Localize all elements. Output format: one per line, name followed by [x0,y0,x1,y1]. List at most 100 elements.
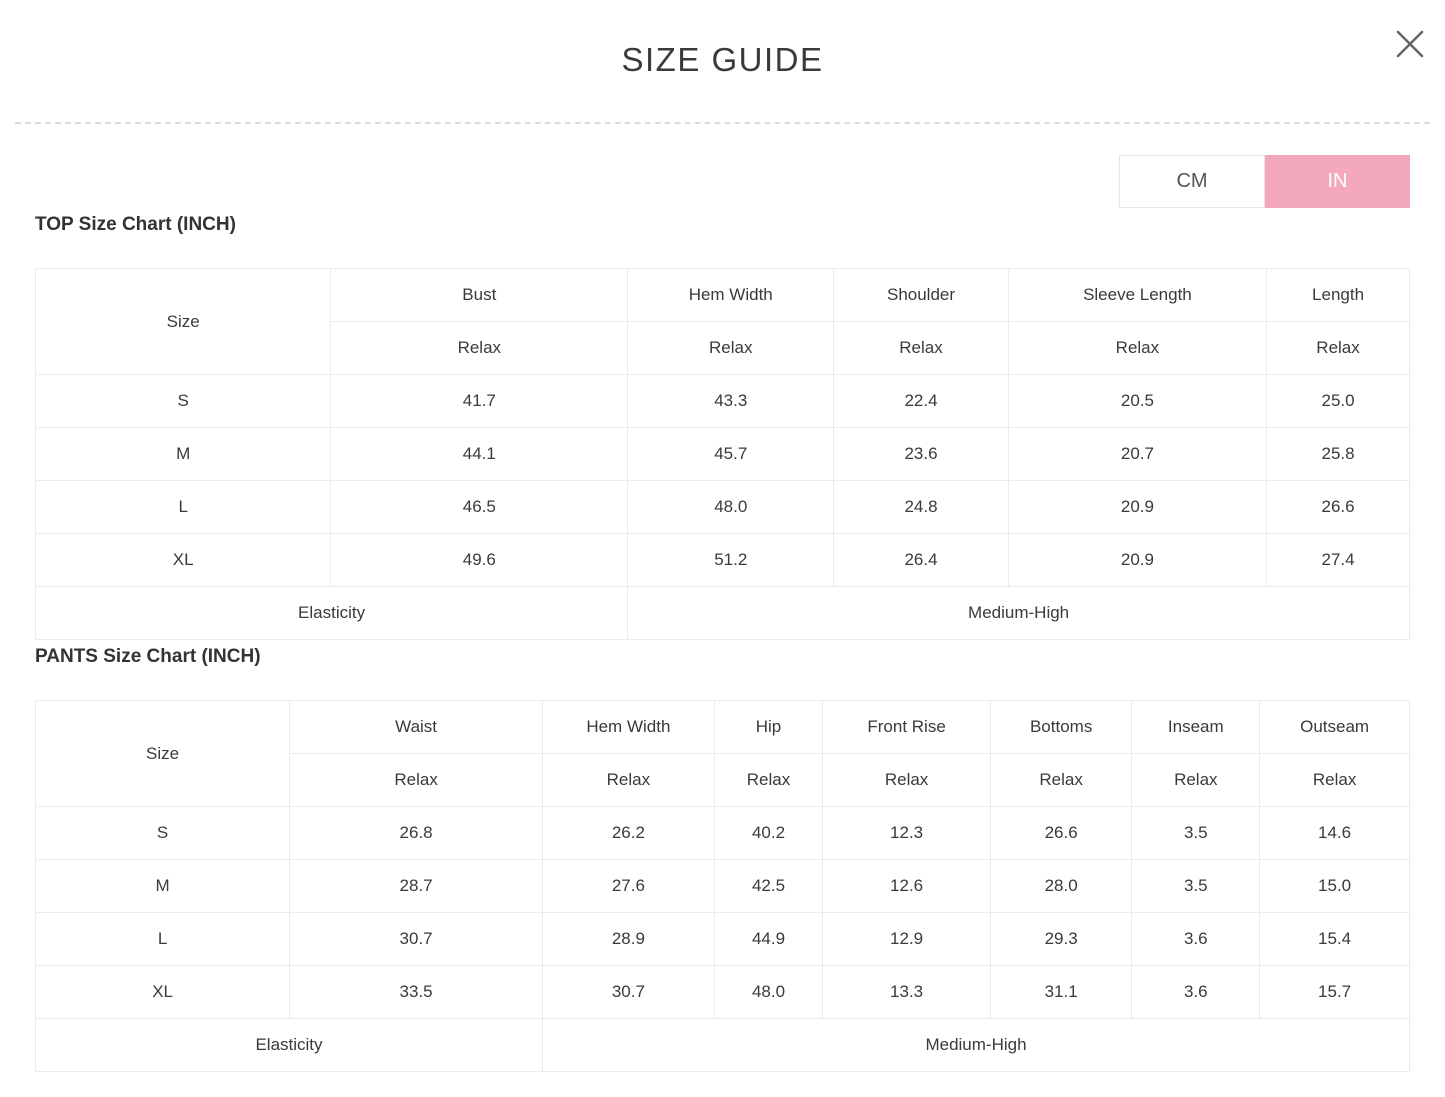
fit-subheader: Relax [627,321,835,375]
measurement-value-cell: 28.0 [989,859,1133,913]
table-row: L 30.7 28.9 44.9 12.9 29.3 3.6 15.4 [34,912,1410,966]
measurement-value-cell: 29.3 [989,912,1133,966]
table-row: M 44.1 45.7 23.6 20.7 25.8 [34,427,1410,481]
elasticity-label-cell: Elasticity [35,1018,543,1072]
measurement-value-cell: 15.0 [1259,859,1410,913]
size-label-cell: S [34,806,291,860]
measurement-value-cell: 3.6 [1131,965,1261,1019]
size-column-header: Size [34,700,291,807]
unit-toggle: CM IN [1119,155,1410,208]
modal-content: CM IN TOP Size Chart (INCH) Size Bust Hem … [0,155,1445,1072]
size-label-cell: XL [34,965,291,1019]
measurement-column-header: Length [1266,268,1410,322]
close-button[interactable] [1391,25,1429,63]
size-label-cell: XL [34,533,332,587]
size-label-cell: L [34,912,291,966]
measurement-column-header: Inseam [1131,700,1261,754]
measurement-column-header: Shoulder [833,268,1009,322]
measurement-value-cell: 25.8 [1266,427,1410,481]
fit-subheader: Relax [1259,753,1410,807]
elasticity-label-cell: Elasticity [34,586,629,640]
measurement-value-cell: 12.6 [822,859,991,913]
table-row: M 28.7 27.6 42.5 12.6 28.0 3.5 15.0 [34,859,1410,913]
measurement-value-cell: 40.2 [713,806,824,860]
measurement-value-cell: 30.7 [542,965,715,1019]
measurement-value-cell: 12.9 [822,912,991,966]
measurement-value-cell: 26.6 [989,806,1133,860]
unit-toggle-cm-button[interactable]: CM [1119,155,1265,208]
measurement-value-cell: 45.7 [627,427,835,481]
measurement-value-cell: 27.6 [542,859,715,913]
measurement-value-cell: 31.1 [989,965,1133,1019]
table-row: XL 49.6 51.2 26.4 20.9 27.4 [34,533,1410,587]
fit-subheader: Relax [330,321,629,375]
size-column-header: Size [34,268,332,375]
measurement-value-cell: 44.1 [330,427,629,481]
measurement-value-cell: 48.0 [713,965,824,1019]
measurement-value-cell: 46.5 [330,480,629,534]
measurement-value-cell: 3.6 [1131,912,1261,966]
measurement-value-cell: 49.6 [330,533,629,587]
measurement-value-cell: 15.4 [1259,912,1410,966]
pants-size-chart-table: Size Waist Hem Width Hip Front Rise Bottoms In… [34,700,1410,1072]
fit-subheader: Relax [1131,753,1261,807]
measurement-value-cell: 3.5 [1131,859,1261,913]
measurement-value-cell: 12.3 [822,806,991,860]
measurement-value-cell: 43.3 [627,374,835,428]
top-size-chart-table: Size Bust Hem Width Shoulder Sleeve Length Le… [34,268,1410,640]
measurement-value-cell: 20.5 [1007,374,1268,428]
measurement-value-cell: 33.5 [289,965,543,1019]
measurement-value-cell: 14.6 [1259,806,1410,860]
measurement-value-cell: 23.6 [833,427,1009,481]
measurement-value-cell: 51.2 [627,533,835,587]
fit-subheader: Relax [289,753,543,807]
measurement-value-cell: 20.9 [1007,533,1268,587]
fit-subheader: Relax [713,753,824,807]
measurement-value-cell: 26.6 [1266,480,1410,534]
measurement-value-cell: 28.7 [289,859,543,913]
measurement-value-cell: 13.3 [822,965,991,1019]
size-label-cell: L [34,480,332,534]
top-size-chart-heading: TOP Size Chart (INCH) [35,214,236,235]
modal-header: SIZE GUIDE [0,0,1445,78]
fit-subheader: Relax [542,753,715,807]
measurement-column-header: Hip [713,700,824,754]
page-title: SIZE GUIDE [621,41,824,78]
fit-subheader: Relax [1266,321,1410,375]
measurement-column-header: Outseam [1259,700,1410,754]
fit-subheader: Relax [989,753,1133,807]
pants-size-chart-heading: PANTS Size Chart (INCH) [35,646,261,667]
measurement-value-cell: 26.2 [542,806,715,860]
unit-toggle-in-button[interactable]: IN [1265,155,1410,208]
measurement-column-header: Hem Width [542,700,715,754]
measurement-column-header: Bottoms [989,700,1133,754]
measurement-value-cell: 20.9 [1007,480,1268,534]
measurement-value-cell: 24.8 [833,480,1009,534]
size-label-cell: M [34,859,291,913]
measurement-value-cell: 26.8 [289,806,543,860]
measurement-value-cell: 20.7 [1007,427,1268,481]
size-label-cell: M [34,427,332,481]
elasticity-value-cell: Medium-High [627,586,1410,640]
measurement-column-header: Waist [289,700,543,754]
measurement-column-header: Hem Width [627,268,835,322]
measurement-value-cell: 26.4 [833,533,1009,587]
fit-subheader: Relax [1007,321,1268,375]
measurement-value-cell: 41.7 [330,374,629,428]
table-row: XL 33.5 30.7 48.0 13.3 31.1 3.6 15.7 [34,965,1410,1019]
measurement-column-header: Bust [330,268,629,322]
measurement-value-cell: 22.4 [833,374,1009,428]
measurement-column-header: Front Rise [822,700,991,754]
measurement-value-cell: 3.5 [1131,806,1261,860]
measurement-value-cell: 48.0 [627,480,835,534]
table-row: S 26.8 26.2 40.2 12.3 26.6 3.5 14.6 [34,806,1410,860]
unit-toggle-row: CM IN [35,155,1410,208]
measurement-value-cell: 30.7 [289,912,543,966]
measurement-value-cell: 44.9 [713,912,824,966]
measurement-value-cell: 42.5 [713,859,824,913]
measurement-value-cell: 27.4 [1266,533,1410,587]
close-icon [1391,25,1429,63]
fit-subheader: Relax [833,321,1009,375]
table-row: L 46.5 48.0 24.8 20.9 26.6 [34,480,1410,534]
measurement-value-cell: 15.7 [1259,965,1410,1019]
